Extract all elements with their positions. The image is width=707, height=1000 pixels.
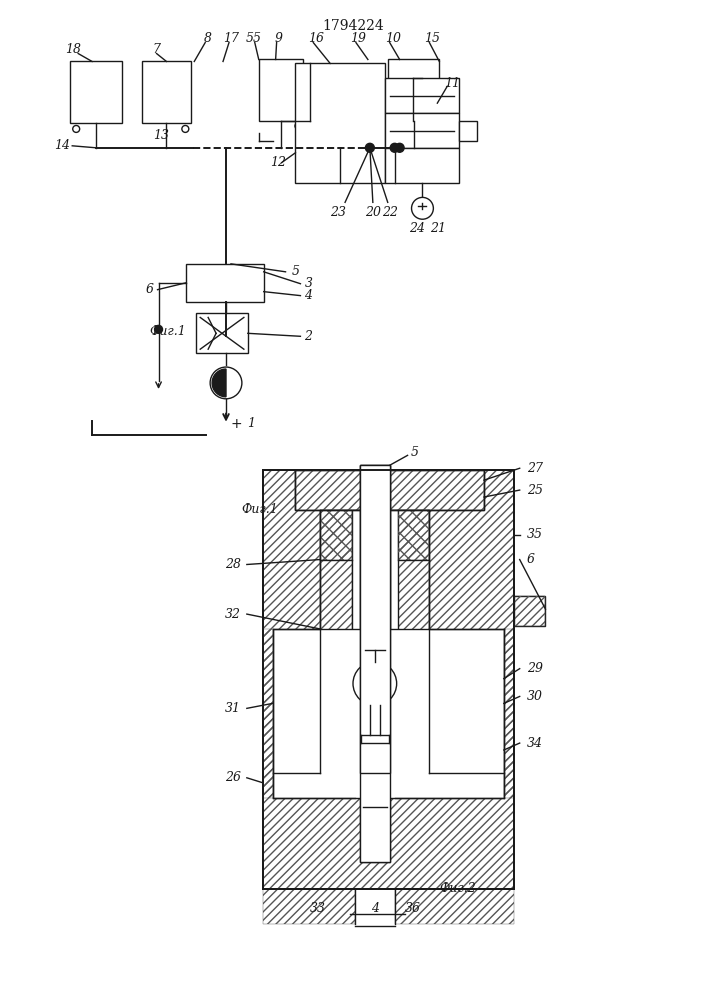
Bar bbox=[296, 63, 385, 183]
Circle shape bbox=[366, 143, 374, 152]
Bar bbox=[263, 470, 514, 889]
Bar bbox=[387, 59, 439, 121]
Bar bbox=[141, 61, 192, 123]
Circle shape bbox=[353, 662, 397, 705]
Text: 18: 18 bbox=[65, 43, 81, 56]
Text: 6: 6 bbox=[146, 283, 153, 296]
Bar bbox=[296, 470, 484, 510]
Text: 13: 13 bbox=[153, 129, 170, 142]
Text: 19: 19 bbox=[350, 32, 366, 45]
Bar bbox=[360, 465, 390, 862]
Text: 29: 29 bbox=[527, 662, 543, 675]
Bar bbox=[259, 59, 303, 121]
Text: 24: 24 bbox=[409, 222, 426, 235]
Bar bbox=[70, 61, 122, 123]
Bar bbox=[360, 465, 390, 862]
Bar bbox=[263, 470, 514, 889]
Bar bbox=[263, 889, 355, 924]
Bar bbox=[395, 889, 514, 924]
Bar bbox=[263, 629, 273, 798]
Bar bbox=[320, 510, 352, 560]
Text: 32: 32 bbox=[225, 608, 241, 621]
Text: 33: 33 bbox=[310, 902, 326, 915]
Text: 11: 11 bbox=[444, 77, 460, 90]
Bar bbox=[320, 510, 352, 773]
Text: 20: 20 bbox=[365, 206, 381, 219]
Text: 1: 1 bbox=[247, 417, 255, 430]
Text: 4: 4 bbox=[371, 902, 379, 915]
Text: 25: 25 bbox=[527, 484, 543, 497]
Bar bbox=[263, 470, 514, 889]
Polygon shape bbox=[212, 369, 226, 397]
Text: 3: 3 bbox=[304, 277, 312, 290]
Bar bbox=[385, 148, 459, 183]
Bar bbox=[385, 78, 459, 113]
Bar bbox=[197, 313, 248, 353]
Text: 26: 26 bbox=[225, 771, 241, 784]
Text: 30: 30 bbox=[527, 690, 543, 703]
Text: 6: 6 bbox=[527, 553, 534, 566]
Text: 5: 5 bbox=[291, 265, 300, 278]
Text: 17: 17 bbox=[223, 32, 239, 45]
Text: Фиг.1: Фиг.1 bbox=[150, 325, 187, 338]
Circle shape bbox=[155, 325, 163, 333]
Bar bbox=[273, 629, 504, 798]
Text: 9: 9 bbox=[274, 32, 283, 45]
Text: 10: 10 bbox=[385, 32, 401, 45]
Text: 35: 35 bbox=[527, 528, 543, 541]
Text: 55: 55 bbox=[246, 32, 262, 45]
Text: 23: 23 bbox=[330, 206, 346, 219]
Text: 4: 4 bbox=[304, 289, 312, 302]
Text: 5: 5 bbox=[411, 446, 419, 459]
Bar bbox=[352, 510, 397, 773]
Text: 14: 14 bbox=[54, 139, 70, 152]
Bar bbox=[187, 264, 264, 302]
Text: 15: 15 bbox=[424, 32, 440, 45]
Bar bbox=[296, 470, 484, 510]
Bar bbox=[397, 510, 429, 560]
Text: +: + bbox=[230, 417, 242, 431]
Bar bbox=[385, 113, 459, 148]
Bar bbox=[360, 465, 390, 773]
Bar bbox=[514, 596, 546, 626]
Bar bbox=[363, 798, 387, 816]
Bar bbox=[514, 596, 546, 626]
Text: 22: 22 bbox=[382, 206, 398, 219]
Text: 7: 7 bbox=[153, 43, 160, 56]
Circle shape bbox=[395, 143, 404, 152]
Bar bbox=[296, 470, 484, 510]
Bar bbox=[263, 470, 514, 889]
Text: 31: 31 bbox=[225, 702, 241, 715]
Bar bbox=[320, 510, 429, 773]
Circle shape bbox=[390, 143, 399, 152]
Text: 16: 16 bbox=[308, 32, 325, 45]
Text: 36: 36 bbox=[404, 902, 421, 915]
Bar bbox=[459, 121, 477, 141]
Text: 1794224: 1794224 bbox=[322, 19, 384, 33]
Text: Фиг.1: Фиг.1 bbox=[241, 503, 278, 516]
Text: 2: 2 bbox=[304, 330, 312, 343]
Bar bbox=[504, 629, 514, 798]
Text: 8: 8 bbox=[204, 32, 212, 45]
Text: Фиг.2: Фиг.2 bbox=[439, 882, 476, 895]
Bar bbox=[397, 510, 429, 773]
Text: 27: 27 bbox=[527, 462, 543, 475]
Text: 28: 28 bbox=[225, 558, 241, 571]
Text: 21: 21 bbox=[431, 222, 446, 235]
Text: 12: 12 bbox=[271, 156, 286, 169]
Text: 34: 34 bbox=[527, 737, 543, 750]
